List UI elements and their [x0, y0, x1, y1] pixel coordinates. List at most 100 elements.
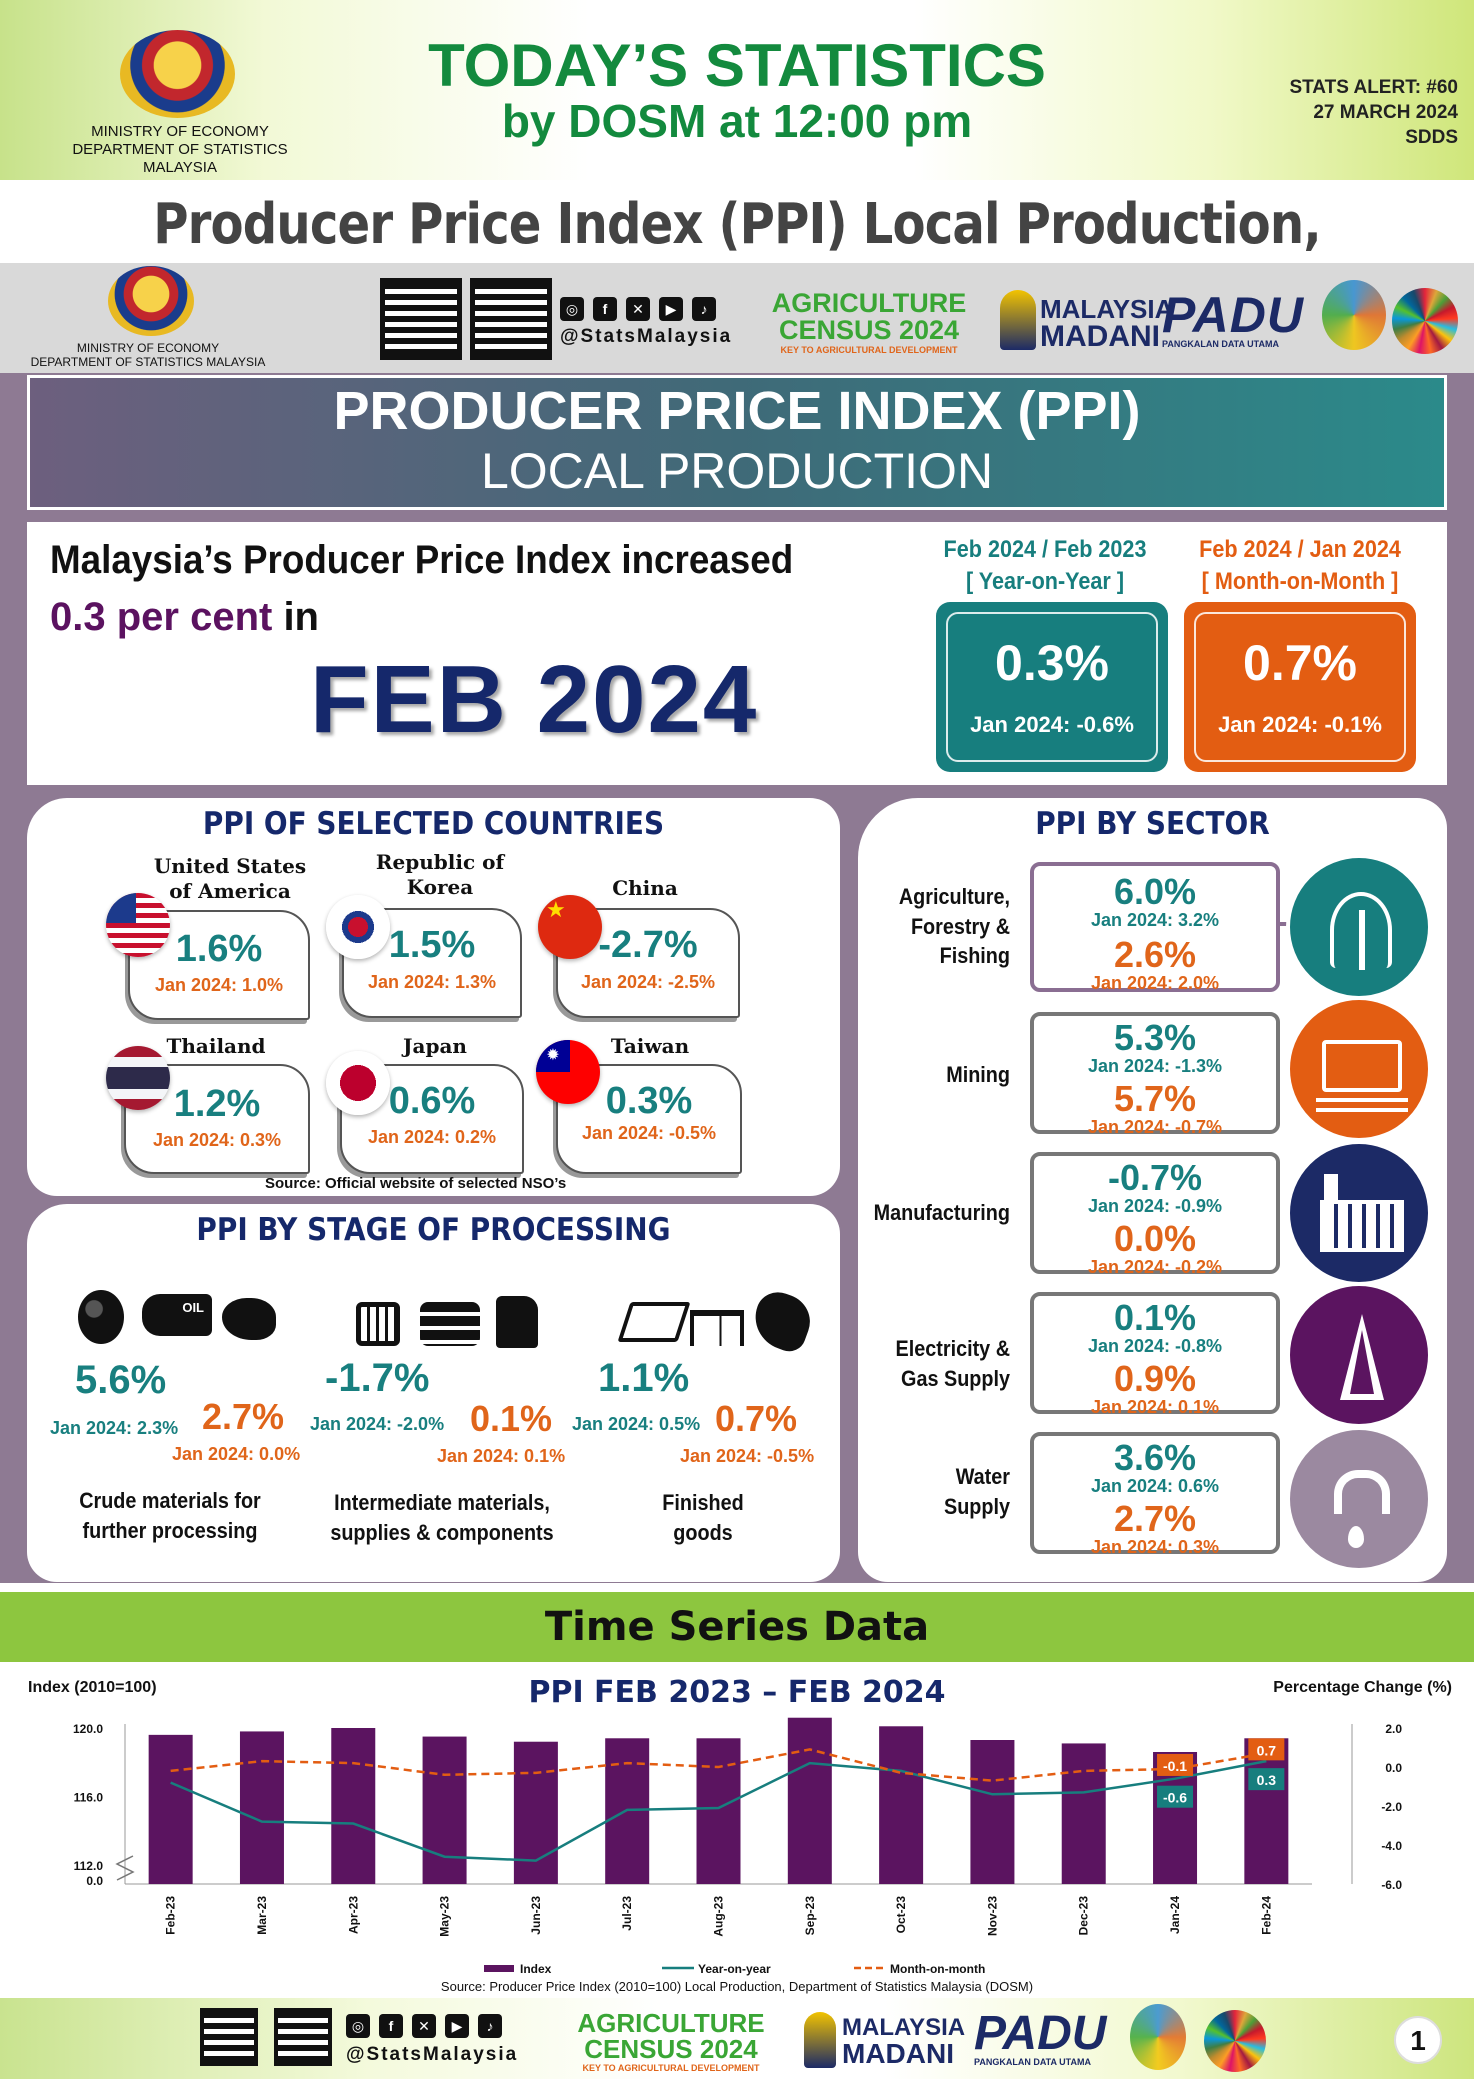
stage2-label: Intermediate materials, supplies & compo… [330, 1490, 554, 1545]
header-subtitle: by DOSM at 12:00 pm [501, 95, 973, 147]
header-ministry-line1: MINISTRY OF ECONOMY [91, 123, 269, 140]
country-value-usa: 1.6% [175, 928, 263, 970]
country-value-taiwan: 0.3% [605, 1080, 693, 1122]
sector4-mom: 0.9% [1113, 1358, 1197, 1399]
x-tick-label: May-23 [438, 1896, 452, 1937]
footer-tiktok-icon[interactable]: ♪ [478, 2014, 502, 2038]
stage-panel [27, 1204, 840, 1582]
mom-previous: Jan 2024: -0.1% [1218, 712, 1382, 737]
sector1-card: 6.0% Jan 2024: 3.2% 2.6% Jan 2024: 2.0% [1030, 862, 1280, 993]
sdg-wheel-icon [1392, 288, 1458, 354]
malaysia-madani-logo: MALAYSIA MADANI [1040, 294, 1174, 353]
factory-icon [1320, 1200, 1404, 1252]
left-tick-label: 120.0 [73, 1722, 103, 1736]
social-handle[interactable]: @StatsMalaysia [560, 326, 733, 347]
usa-flag-icon [106, 893, 170, 957]
footer-qr-code-icon[interactable] [200, 2008, 258, 2066]
sector2-mom-prev: Jan 2024: -0.7% [1087, 1117, 1223, 1137]
thailand-flag-icon [106, 1046, 170, 1110]
band-ministry-line1: MINISTRY OF ECONOMY [76, 341, 220, 355]
qr-code-icon-2[interactable] [470, 278, 552, 360]
mom-header: Feb 2024 / Jan 2024 [ Month-on-Month ] [1199, 536, 1401, 596]
summary-highlight: 0.3 per cent [50, 595, 273, 639]
country-prev-china: Jan 2024: -2.5% [580, 972, 716, 992]
summary-text: Malaysia’s Producer Price Index increase… [50, 538, 794, 582]
data-label-box [1157, 1785, 1194, 1808]
x-tick-label: Nov-23 [985, 1896, 999, 1936]
country-name-usa: United States of America [153, 854, 307, 903]
footer-x-icon[interactable]: ✕ [412, 2014, 436, 2038]
x-tick-label: Apr-23 [346, 1896, 360, 1934]
data-label: 0.7 [1257, 1742, 1277, 1758]
sector2-mom: 5.7% [1113, 1078, 1197, 1119]
sector2-label: Mining [946, 1062, 1010, 1087]
sector4-yoy-prev: Jan 2024: -0.8% [1087, 1336, 1223, 1356]
footer-sdg-wheel-icon [1204, 2010, 1266, 2072]
instagram-icon[interactable]: ◎ [560, 297, 584, 321]
x-tick-label: Oct-23 [894, 1896, 908, 1934]
sector5-icon-bg [1286, 1426, 1432, 1572]
sector3-label: Manufacturing [873, 1200, 1010, 1225]
footer-qr-code-icon-2[interactable] [274, 2008, 332, 2066]
chart-source: Source: Producer Price Index (2010=100) … [440, 1979, 1034, 1994]
stage1-yoy-prev: Jan 2024: 2.3% [50, 1418, 179, 1438]
logo-band [0, 263, 1474, 373]
tiktok-icon[interactable]: ♪ [692, 297, 716, 321]
stage2-mom: 0.1% [470, 1398, 553, 1439]
fruit-icon [78, 1290, 124, 1344]
sector5-yoy-prev: Jan 2024: 0.6% [1090, 1476, 1220, 1496]
footer-facebook-icon[interactable]: f [379, 2014, 403, 2038]
padu-logo: PADU PANGKALAN DATA UTAMA [1162, 287, 1304, 349]
sector4-mom-prev: Jan 2024: 0.1% [1090, 1397, 1220, 1417]
footer-social-handle[interactable]: @StatsMalaysia [346, 2044, 519, 2065]
social-icons: ◎ f ✕ ▶ ♪ [560, 297, 716, 321]
data-label: -0.1 [1163, 1758, 1187, 1774]
country-prev-japan: Jan 2024: 0.2% [367, 1127, 497, 1147]
x-tick-label: Sep-23 [803, 1896, 817, 1936]
jerrycan-icon [496, 1296, 538, 1348]
qr-code-icon[interactable] [380, 278, 462, 360]
alert-date: 27 MARCH 2024 [1313, 102, 1458, 123]
facebook-icon[interactable]: f [593, 297, 617, 321]
right-tick-label: -6.0 [1381, 1878, 1402, 1892]
country-prev-usa: Jan 2024: 1.0% [154, 975, 284, 995]
footer-madani-emblem-icon [804, 2012, 836, 2068]
oil-rig-icon [1322, 1040, 1402, 1092]
sector3-yoy: -0.7% [1107, 1157, 1203, 1198]
x-tick-label: Mar-23 [255, 1896, 269, 1935]
footer-agriculture-census-logo: AGRICULTURE CENSUS 2024 KEY TO AGRICULTU… [577, 2008, 765, 2073]
footer-malaysia-madani-logo: MALAYSIA MADANI [842, 2014, 966, 2069]
yoy-value: 0.3% [995, 635, 1109, 691]
index-bar [787, 1717, 832, 1884]
legend-swatch-index [484, 1965, 514, 1972]
sector3-mom: 0.0% [1113, 1218, 1197, 1259]
country-prev-taiwan: Jan 2024: -0.5% [581, 1123, 717, 1143]
footer-youtube-icon[interactable]: ▶ [445, 2014, 469, 2038]
left-tick-label: 0.0 [86, 1874, 103, 1888]
index-bar [879, 1726, 924, 1884]
agriculture-census-logo: AGRICULTURE CENSUS 2024 KEY TO AGRICULTU… [771, 288, 967, 355]
sector3-yoy-prev: Jan 2024: -0.9% [1087, 1196, 1223, 1216]
malaysia-crest-logo-small [108, 266, 194, 336]
footer-social-icons: ◎ f ✕ ▶ ♪ [346, 2014, 502, 2038]
yoy-line [170, 1759, 1267, 1862]
mom-value: 0.7% [1243, 635, 1357, 691]
x-tick-label: Feb-24 [1259, 1896, 1273, 1935]
country-name-thailand: Thailand [166, 1034, 266, 1058]
header-banner [0, 0, 1474, 180]
stage1-mom-prev: Jan 2024: 0.0% [172, 1444, 301, 1464]
summary-period: FEB 2024 [310, 646, 759, 753]
legend-label: Month-on-month [890, 1962, 985, 1976]
stage3-label: Finished goods [662, 1490, 744, 1545]
stage3-yoy-prev: Jan 2024: 0.5% [572, 1414, 701, 1434]
youtube-icon[interactable]: ▶ [659, 297, 683, 321]
data-label-box [1248, 1768, 1285, 1791]
malaysia-crest-logo [120, 30, 235, 118]
x-icon[interactable]: ✕ [626, 297, 650, 321]
index-bar [696, 1738, 741, 1884]
footer-instagram-icon[interactable]: ◎ [346, 2014, 370, 2038]
sector1-label: Agriculture, Forestry & Fishing [898, 884, 1010, 969]
ppi-time-series-chart: PPI FEB 2023 – FEB 2024 Index (2010=100)… [28, 1675, 1452, 1976]
chart-left-axis-label: Index (2010=100) [28, 1679, 157, 1696]
stage2-yoy: -1.7% [325, 1356, 430, 1400]
